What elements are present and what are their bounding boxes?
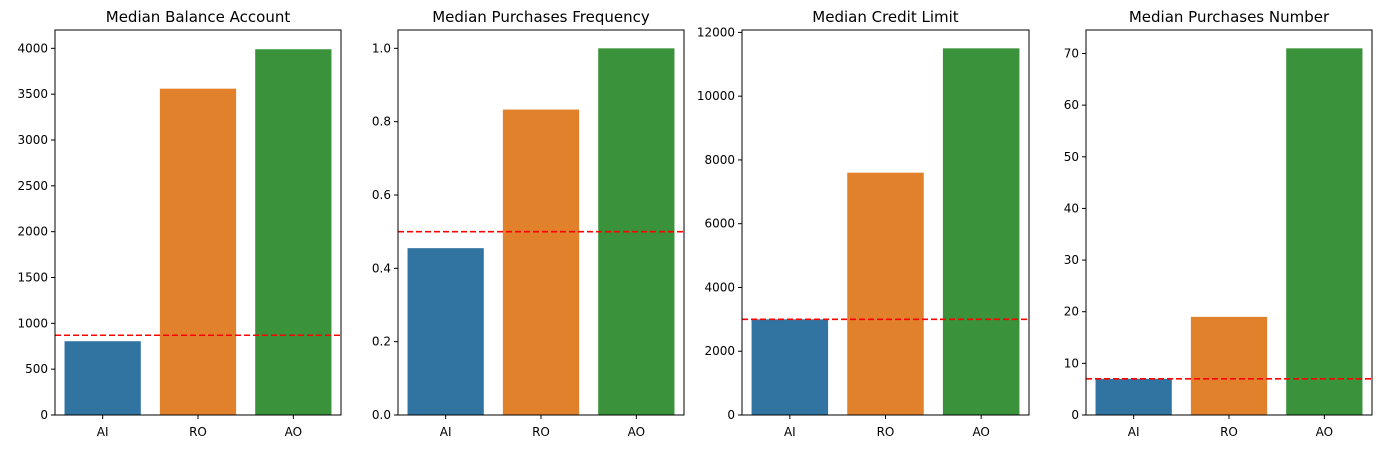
y-tick-label: 2500 (17, 179, 48, 193)
y-tick-label: 500 (25, 362, 48, 376)
x-tick-label: AI (1128, 425, 1140, 439)
x-tick-label: AO (972, 425, 989, 439)
y-tick-label: 0.4 (372, 261, 391, 275)
bar-ao (255, 49, 332, 415)
y-tick-label: 0 (727, 408, 735, 422)
y-tick-label: 4000 (704, 280, 735, 294)
y-tick-label: 8000 (704, 153, 735, 167)
y-tick-label: 3000 (17, 133, 48, 147)
y-tick-label: 1500 (17, 271, 48, 285)
x-tick-label: AI (784, 425, 796, 439)
chart-title: Median Balance Account (106, 8, 291, 26)
bar-ro (502, 109, 580, 416)
subplot-purchases-number: Median Purchases Number AI RO AO 0 10 20 30 40 5… (1064, 8, 1373, 439)
y-tick-label: 40 (1064, 201, 1079, 215)
x-tick-label: AO (285, 425, 302, 439)
axes-frame (54, 29, 342, 416)
y-tick-label: 50 (1064, 150, 1079, 164)
y-tick-label: 0 (1071, 408, 1079, 422)
subplot-credit-limit: Median Credit Limit AI RO AO 0 2000 4000 6000 8… (697, 8, 1030, 439)
y-tick-label: 0 (40, 408, 48, 422)
x-tick-label: AI (97, 425, 109, 439)
y-tick-label: 4000 (17, 41, 48, 55)
y-tick-label: 1.0 (372, 41, 391, 55)
bar-ai (751, 319, 829, 415)
x-tick-label: AO (628, 425, 645, 439)
bar-ao (1286, 48, 1363, 415)
y-tick-label: 70 (1064, 46, 1079, 60)
bar-ai (1095, 378, 1172, 415)
bar-ro (847, 172, 924, 415)
y-tick-label: 2000 (17, 225, 48, 239)
y-tick-label: 12000 (697, 25, 735, 39)
bar-ao (942, 48, 1020, 415)
x-tick-label: RO (1220, 425, 1238, 439)
bar-ro (1190, 316, 1268, 415)
x-tick-label: RO (532, 425, 550, 439)
x-tick-label: RO (877, 425, 895, 439)
subplot-balance-account: Median Balance Account AI RO AO 0 500 1000 150… (17, 8, 342, 439)
bar-ai (64, 341, 141, 415)
y-tick-label: 0.0 (372, 408, 391, 422)
y-tick-label: 6000 (704, 217, 735, 231)
chart-title: Median Purchases Frequency (432, 8, 650, 26)
y-tick-label: 0.8 (372, 115, 391, 129)
x-tick-label: AI (440, 425, 452, 439)
y-tick-label: 1000 (17, 316, 48, 330)
y-tick-label: 10000 (697, 89, 735, 103)
axes-frame (741, 29, 1030, 416)
x-tick-label: RO (189, 425, 207, 439)
y-tick-label: 3500 (17, 87, 48, 101)
y-tick-label: 10 (1064, 356, 1079, 370)
x-tick-label: AO (1316, 425, 1333, 439)
y-tick-label: 60 (1064, 98, 1079, 112)
y-tick-label: 20 (1064, 305, 1079, 319)
y-tick-label: 0.2 (372, 335, 391, 349)
bar-ai (407, 248, 484, 415)
y-tick-label: 2000 (704, 344, 735, 358)
y-tick-label: 30 (1064, 253, 1079, 267)
chart-title: Median Purchases Number (1129, 8, 1330, 26)
chart-title: Median Credit Limit (812, 8, 959, 26)
subplot-purchases-frequency: Median Purchases Frequency AI RO AO 0.0 0.2 0… (372, 8, 685, 439)
axes-frame (397, 29, 685, 416)
bar-ro (159, 88, 237, 416)
axes-frame (1085, 29, 1373, 416)
y-tick-label: 0.6 (372, 188, 391, 202)
